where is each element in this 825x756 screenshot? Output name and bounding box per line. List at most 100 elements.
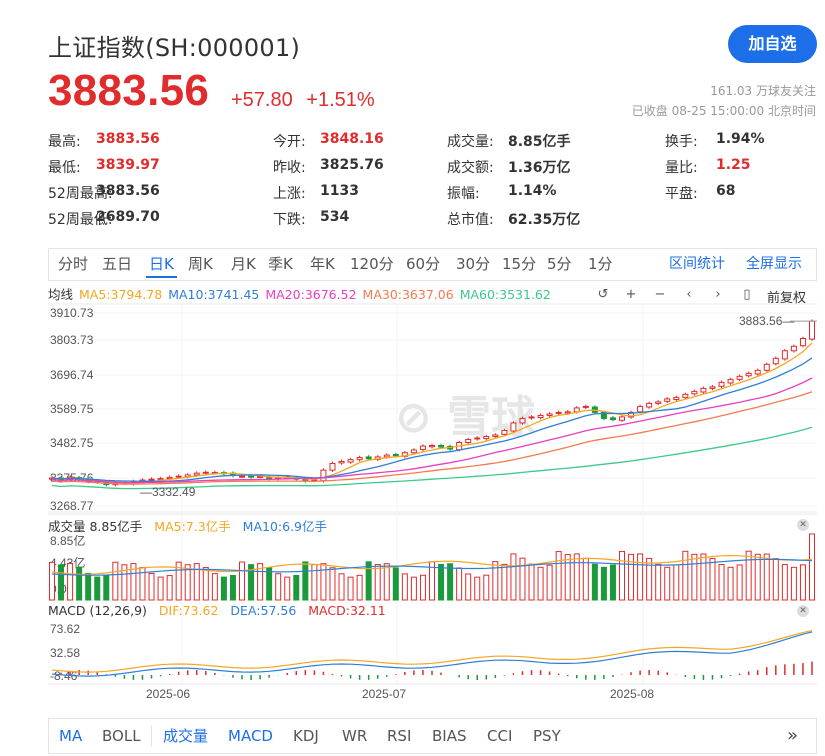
ma-legend: 均线 MA5:3794.78 MA10:3741.45 MA20:3676.52 MA3…	[48, 284, 557, 303]
stat-value-text: 3839.97	[96, 157, 160, 173]
add-watchlist-button[interactable]: 加自选	[728, 25, 817, 63]
volume-bar	[329, 567, 336, 601]
period-tab[interactable]: 季K	[268, 255, 293, 273]
volume-bar	[447, 563, 454, 601]
stat-value: 2689.70	[96, 209, 160, 225]
candle-body	[148, 478, 155, 481]
period-tab[interactable]: 1分	[588, 255, 613, 273]
volume-axis-label: 8.85亿	[50, 533, 85, 548]
stat-value: 534	[320, 209, 349, 225]
indicator-tab[interactable]: PSY	[533, 727, 561, 745]
stat-value-text: 3848.16	[320, 131, 384, 147]
price-axis-label: 3268.77	[50, 499, 94, 513]
stat-label-text: 今开:	[273, 134, 306, 150]
macd-dif: DIF:73.62	[158, 603, 219, 618]
candle-body	[799, 337, 806, 347]
volume-bar	[573, 553, 580, 601]
candle-body	[673, 396, 680, 401]
stat-value: 1.36万亿	[508, 157, 571, 177]
stat-value-text: 1.14%	[508, 183, 557, 199]
candle-body	[465, 438, 472, 443]
zoom-in-icon[interactable]: +	[625, 287, 637, 302]
volume-bar	[664, 566, 671, 601]
indicator-tab[interactable]: 成交量	[163, 727, 209, 745]
date-axis-label: 2025-06	[146, 687, 190, 701]
period-tab[interactable]: 年K	[310, 255, 335, 273]
period-tab[interactable]: 120分	[350, 255, 394, 273]
candle-type-icon[interactable]: ▯	[743, 287, 751, 302]
period-tab[interactable]: 月K	[231, 255, 256, 273]
candle-body	[718, 381, 725, 387]
macd-dif-line	[51, 630, 813, 673]
close-macd-icon[interactable]: ✕	[797, 605, 809, 617]
volume-bar	[528, 563, 535, 601]
indicator-tab[interactable]: RSI	[387, 727, 412, 745]
followers-count: 161.03 万球友关注	[710, 84, 816, 98]
candle-body	[519, 417, 526, 424]
candle-body	[248, 475, 255, 478]
volume-bar	[121, 564, 128, 601]
stat-label: 上涨:	[273, 183, 306, 203]
period-tab[interactable]: 日K	[146, 249, 177, 280]
fullscreen-link[interactable]: 全屏显示	[746, 256, 802, 272]
period-tabbar: 区间统计 全屏显示 分时 五日 日K 周K 月K 季K 年K 120分 60分 30分 15分 5分 1…	[48, 248, 817, 281]
volume-bar	[347, 576, 354, 601]
undo-icon[interactable]: ↺	[597, 287, 609, 302]
candle-body	[790, 345, 797, 352]
stat-value: 8.85亿手	[508, 131, 571, 151]
stat-label: 总市值:	[447, 209, 494, 229]
candle-body	[736, 375, 743, 380]
more-icon[interactable]: »	[787, 725, 799, 746]
stat-value-text: 3883.56	[96, 183, 160, 199]
scroll-right-icon[interactable]: ›	[715, 287, 721, 302]
price-axis-label: 3482.75	[50, 436, 94, 450]
stat-value: 3825.76	[320, 157, 384, 173]
candle-body	[646, 402, 653, 408]
volume-bar	[582, 557, 589, 601]
candle-body	[600, 411, 607, 419]
volume-bar	[130, 563, 137, 601]
stat-label-text: 昨收:	[273, 160, 306, 176]
volume-bar	[609, 564, 616, 601]
stat-label: 量比:	[665, 157, 698, 177]
volume-bar	[229, 575, 236, 601]
macd-label: MACD (12,26,9)	[48, 603, 147, 618]
volume-bar	[736, 564, 743, 601]
period-tab[interactable]: 五日	[102, 255, 133, 273]
indicator-tab[interactable]: BIAS	[432, 727, 467, 745]
period-tab[interactable]: 60分	[406, 255, 441, 273]
scroll-left-icon[interactable]: ‹	[686, 287, 692, 302]
volume-bar	[419, 574, 426, 601]
indicator-tab[interactable]: MA	[59, 727, 83, 745]
close-volume-icon[interactable]: ✕	[797, 519, 809, 531]
stat-value: 3839.97	[96, 157, 160, 173]
volume-bar	[76, 566, 83, 601]
stat-label-text: 下跌:	[273, 212, 306, 228]
volume-bar	[600, 566, 607, 601]
stat-label-text: 52周最低:	[48, 212, 113, 228]
stat-value-text: 62.35万亿	[508, 212, 581, 228]
period-tab[interactable]: 分时	[58, 255, 89, 273]
indicator-tab[interactable]: CCI	[487, 727, 513, 745]
min-price-label: —3332.49	[140, 485, 196, 499]
indicator-tab[interactable]: MACD	[228, 727, 273, 745]
volume-bar	[392, 567, 399, 601]
interval-stats-link[interactable]: 区间统计	[669, 256, 725, 272]
period-tab[interactable]: 15分	[502, 255, 537, 273]
stat-value-text: 1133	[320, 183, 359, 199]
period-tab[interactable]: 30分	[456, 255, 491, 273]
indicator-tab[interactable]: WR	[342, 727, 368, 745]
candle-body	[175, 475, 182, 478]
volume-bar	[809, 533, 815, 601]
candle-body	[664, 398, 671, 402]
indicator-tab[interactable]: KDJ	[293, 727, 319, 745]
candle-body	[628, 411, 635, 418]
adjust-selector[interactable]: 前复权	[767, 291, 807, 306]
period-tab[interactable]: 周K	[188, 255, 213, 273]
indicator-tab[interactable]: BOLL	[102, 727, 141, 745]
candle-body	[202, 471, 209, 474]
change-percent: +1.51%	[306, 89, 375, 111]
zoom-out-icon[interactable]: −	[654, 287, 666, 302]
period-tab[interactable]: 5分	[547, 255, 572, 273]
